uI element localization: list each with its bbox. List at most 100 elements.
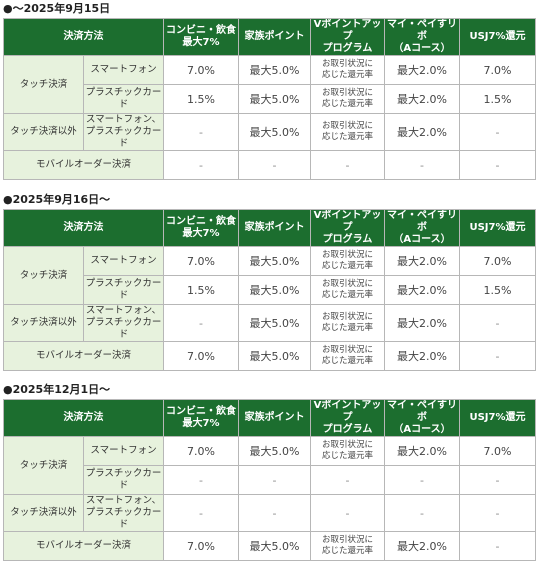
rate-cell: - — [459, 150, 536, 180]
rate-cell: 最大5.0% — [238, 341, 311, 371]
row-label-mobile-order: モバイルオーダー決済 — [3, 341, 164, 371]
rate-cell: - — [310, 494, 385, 532]
rate-cell: 1.5% — [459, 84, 536, 114]
rate-cell: 7.0% — [459, 246, 536, 276]
table-row: プラスチックカード 1.5% 最大5.0% お取引状況に 応じた還元率 最大2.0% 1.… — [4, 84, 536, 114]
rate-cell: 最大5.0% — [238, 84, 311, 114]
rate-cell: - — [459, 494, 536, 532]
rate-cell: 最大2.0% — [384, 246, 460, 276]
row-label-mobile-order: モバイルオーダー決済 — [3, 531, 164, 561]
column-header: 家族ポイント — [238, 209, 311, 247]
rate-cell: 最大2.0% — [384, 341, 460, 371]
rate-cell: お取引状況に 応じた還元率 — [310, 246, 385, 276]
rate-cell: 7.0% — [163, 341, 239, 371]
rate-cell: - — [163, 304, 239, 342]
rate-cell: - — [459, 113, 536, 151]
row-label-smartphone: スマートフォン — [83, 55, 164, 85]
header-row: 決済方法 コンビニ・飲食 最大7% 家族ポイント Vポイントアップ プログラム マイ・ペ… — [3, 399, 536, 437]
rate-cell: 最大2.0% — [384, 84, 460, 114]
rate-cell: 最大2.0% — [384, 304, 460, 342]
table-row: モバイルオーダー決済 - - - - - — [3, 150, 536, 180]
row-label-touch: タッチ決済 — [3, 436, 84, 495]
rate-cell: - — [310, 150, 385, 180]
rate-cell: お取引状況に 応じた還元率 — [310, 113, 385, 151]
column-header: 家族ポイント — [238, 399, 311, 437]
rate-cell: 7.0% — [163, 55, 239, 85]
table-row: プラスチックカード 1.5% 最大5.0% お取引状況に 応じた還元率 最大2.0% 1.… — [4, 275, 536, 305]
rate-cell: お取引状況に 応じた還元率 — [310, 304, 385, 342]
column-header: Vポイントアップ プログラム — [310, 209, 385, 247]
row-label-touch: タッチ決済 — [3, 246, 84, 305]
rate-table: 決済方法 コンビニ・飲食 最大7% 家族ポイント Vポイントアップ プログラム マイ・ペ… — [3, 399, 536, 561]
table-row: タッチ決済以外 スマートフォン、 プラスチックカード - 最大5.0% お取引状況に 応… — [3, 113, 536, 151]
rate-cell: 最大2.0% — [384, 531, 460, 561]
row-label-plastic: プラスチックカード — [83, 275, 164, 305]
rate-cell: - — [384, 465, 460, 495]
rate-cell: 1.5% — [163, 275, 239, 305]
rate-cell: 最大2.0% — [384, 275, 460, 305]
rate-cell: 最大5.0% — [238, 304, 311, 342]
rate-cell: - — [459, 465, 536, 495]
rate-table: 決済方法 コンビニ・飲食 最大7% 家族ポイント Vポイントアップ プログラム マイ・ペ… — [3, 209, 536, 371]
row-label-non-touch: タッチ決済以外 — [3, 494, 84, 532]
rate-cell: お取引状況に 応じた還元率 — [310, 341, 385, 371]
row-label-smartphone: スマートフォン — [83, 246, 164, 276]
table-row: モバイルオーダー決済 7.0% 最大5.0% お取引状況に 応じた還元率 最大2.0% - — [3, 531, 536, 561]
rate-cell: - — [163, 113, 239, 151]
rate-cell: 1.5% — [163, 84, 239, 114]
row-label-non-touch-methods: スマートフォン、 プラスチックカード — [83, 113, 164, 151]
table-row: タッチ決済 スマートフォン 7.0% 最大5.0% お取引状況に 応じた還元率 最大2.0… — [3, 436, 536, 495]
rate-cell: - — [459, 531, 536, 561]
column-header: 家族ポイント — [238, 18, 311, 56]
rate-cell: お取引状況に 応じた還元率 — [310, 55, 385, 85]
table-row: タッチ決済 スマートフォン 7.0% 最大5.0% お取引状況に 応じた還元率 最大2.0… — [3, 55, 536, 114]
row-label-touch: タッチ決済 — [3, 55, 84, 114]
table-row: プラスチックカード - - - - - — [4, 465, 536, 495]
column-header: コンビニ・飲食 最大7% — [163, 18, 239, 56]
table-row: タッチ決済 スマートフォン 7.0% 最大5.0% お取引状況に 応じた還元率 最大2.0… — [3, 246, 536, 305]
rate-cell: 1.5% — [459, 275, 536, 305]
rate-cell: - — [384, 494, 460, 532]
rate-cell: 最大5.0% — [238, 113, 311, 151]
section-title: ●～2025年9月15日 — [3, 2, 111, 15]
rate-cell: お取引状況に 応じた還元率 — [310, 436, 385, 466]
rate-cell: 7.0% — [163, 531, 239, 561]
row-label-non-touch: タッチ決済以外 — [3, 304, 84, 342]
rate-cell: - — [384, 150, 460, 180]
column-header: USJ7%還元 — [459, 18, 536, 56]
row-label-plastic: プラスチックカード — [83, 84, 164, 114]
row-label-non-touch-methods: スマートフォン、 プラスチックカード — [83, 304, 164, 342]
rate-cell: 7.0% — [459, 55, 536, 85]
rate-cell: お取引状況に 応じた還元率 — [310, 531, 385, 561]
rate-cell: 最大5.0% — [238, 55, 311, 85]
column-header: Vポイントアップ プログラム — [310, 399, 385, 437]
rate-cell: 最大5.0% — [238, 246, 311, 276]
rate-table: 決済方法 コンビニ・飲食 最大7% 家族ポイント Vポイントアップ プログラム マイ・ペ… — [3, 18, 536, 180]
table-row: タッチ決済以外 スマートフォン、 プラスチックカード - 最大5.0% お取引状況に 応… — [3, 304, 536, 342]
header-row: 決済方法 コンビニ・飲食 最大7% 家族ポイント Vポイントアップ プログラム マイ・ペ… — [3, 209, 536, 247]
rate-cell: - — [310, 465, 385, 495]
column-header: USJ7%還元 — [459, 209, 536, 247]
rate-cell: 最大2.0% — [384, 55, 460, 85]
column-header: マイ・ペイすリボ （Aコース） — [384, 18, 460, 56]
rate-cell: - — [163, 465, 239, 495]
row-label-mobile-order: モバイルオーダー決済 — [3, 150, 164, 180]
rate-cell: 最大5.0% — [238, 531, 311, 561]
rate-cell: 最大5.0% — [238, 436, 311, 466]
header-row: 決済方法 コンビニ・飲食 最大7% 家族ポイント Vポイントアップ プログラム マイ・ペ… — [3, 18, 536, 56]
rate-cell: お取引状況に 応じた還元率 — [310, 275, 385, 305]
column-header: 決済方法 — [3, 209, 164, 247]
rate-cell: - — [459, 304, 536, 342]
column-header: Vポイントアップ プログラム — [310, 18, 385, 56]
section-title: ●2025年12月1日～ — [3, 383, 111, 396]
row-label-non-touch-methods: スマートフォン、 プラスチックカード — [83, 494, 164, 532]
rate-cell: 7.0% — [163, 436, 239, 466]
rate-cell: - — [238, 150, 311, 180]
rate-cell: - — [238, 465, 311, 495]
rate-cell: 7.0% — [163, 246, 239, 276]
rate-cell: - — [163, 150, 239, 180]
column-header: コンビニ・飲食 最大7% — [163, 399, 239, 437]
column-header: 決済方法 — [3, 18, 164, 56]
rate-cell: 7.0% — [459, 436, 536, 466]
column-header: マイ・ペイすリボ （Aコース） — [384, 209, 460, 247]
